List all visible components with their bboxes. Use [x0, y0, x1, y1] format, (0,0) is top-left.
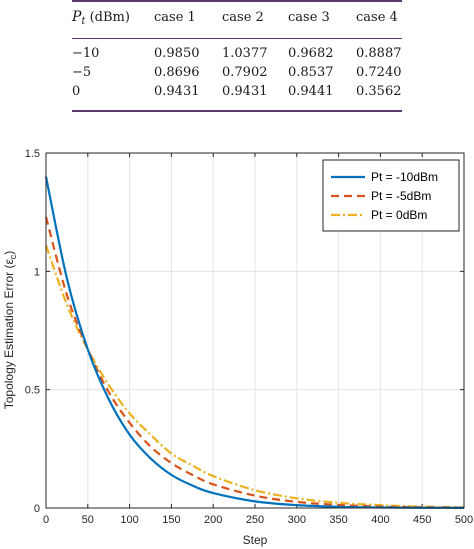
header-case-4: case 4 [356, 9, 398, 25]
x-tick-label: 100 [120, 514, 138, 526]
table-row: 0 0.9431 0.9431 0.9441 0.3562 [72, 82, 402, 101]
table-cell: 0.8696 [154, 65, 200, 80]
table-cell: 0.9431 [154, 84, 200, 99]
series-lines [44, 176, 465, 509]
y-tick-label: 0 [34, 503, 40, 515]
axis-ticks: 0 50 100 150 200 250 300 350 400 450 500 0 0.5 1 1.5 [25, 148, 473, 526]
x-tick-label: 400 [371, 514, 389, 526]
results-table-block: Pt (dBm) case 1 case 2 case 3 case 4 −10… [72, 0, 402, 112]
header-pt: Pt (dBm) [72, 6, 154, 34]
table-header-rule [72, 38, 402, 39]
table-cell: 0.9441 [288, 84, 334, 99]
header-case-3: case 3 [288, 9, 330, 25]
row-pt: −10 [72, 46, 100, 61]
pt-subscript: t [81, 16, 86, 27]
legend-label: Pt = 0dBm [371, 208, 427, 222]
x-tick-label: 150 [162, 514, 180, 526]
y-tick-label: 0.5 [25, 385, 40, 397]
x-axis-label: Step [243, 533, 268, 547]
x-tick-label: 50 [82, 514, 94, 526]
x-tick-label: 500 [455, 514, 473, 526]
table-row: −10 0.9850 1.0377 0.9682 0.8887 [72, 34, 402, 63]
x-tick-label: 250 [246, 514, 264, 526]
table-cell: 0.9431 [222, 84, 268, 99]
table-cell: 0.9682 [288, 46, 334, 61]
error-line-chart: 0 50 100 150 200 250 300 350 400 450 500 0 0.5 1 1.5 P… [2, 148, 473, 547]
legend: Pt = -10dBm Pt = -5dBm Pt = 0dBm [322, 159, 460, 232]
table-cell: 0.8887 [356, 46, 402, 61]
y-tick-label: 1.5 [25, 148, 40, 160]
header-case-1: case 1 [154, 9, 196, 25]
legend-label: Pt = -10dBm [371, 170, 438, 184]
y-tick-label: 1 [34, 266, 40, 278]
y-axis-label: Topology Estimation Error (εc) [2, 251, 18, 410]
pt-unit: (dBm) [89, 10, 130, 25]
table-cell: 0.8537 [288, 65, 334, 80]
row-pt: 0 [72, 84, 81, 99]
table-cell: 0.3562 [356, 84, 402, 99]
table-header-row: Pt (dBm) case 1 case 2 case 3 case 4 [72, 6, 402, 34]
grid-lines [46, 153, 464, 508]
row-pt: −5 [72, 65, 92, 80]
x-tick-label: 450 [413, 514, 431, 526]
series-line [44, 176, 465, 509]
x-tick-label: 200 [204, 514, 222, 526]
results-table: Pt (dBm) case 1 case 2 case 3 case 4 −10… [72, 6, 402, 101]
y-axis-label-subscript: c [8, 254, 18, 259]
table-cell: 0.7240 [356, 65, 402, 80]
x-tick-label: 300 [288, 514, 306, 526]
legend-label: Pt = -5dBm [371, 189, 431, 203]
table-top-rule [72, 0, 402, 2]
plot-frame [45, 152, 465, 509]
table-row: −5 0.8696 0.7902 0.8537 0.7240 [72, 63, 402, 82]
header-case-2: case 2 [222, 9, 264, 25]
table-cell: 0.7902 [222, 65, 268, 80]
series-line [44, 244, 465, 509]
table-bottom-rule [72, 110, 402, 112]
x-tick-label: 0 [43, 514, 49, 526]
table-cell: 0.9850 [154, 46, 200, 61]
x-tick-label: 350 [329, 514, 347, 526]
y-axis-label-suffix: ) [2, 251, 16, 255]
y-axis-label-main: Topology Estimation Error (ε [2, 259, 16, 410]
pt-symbol: P [72, 9, 82, 25]
table-cell: 1.0377 [222, 46, 268, 61]
